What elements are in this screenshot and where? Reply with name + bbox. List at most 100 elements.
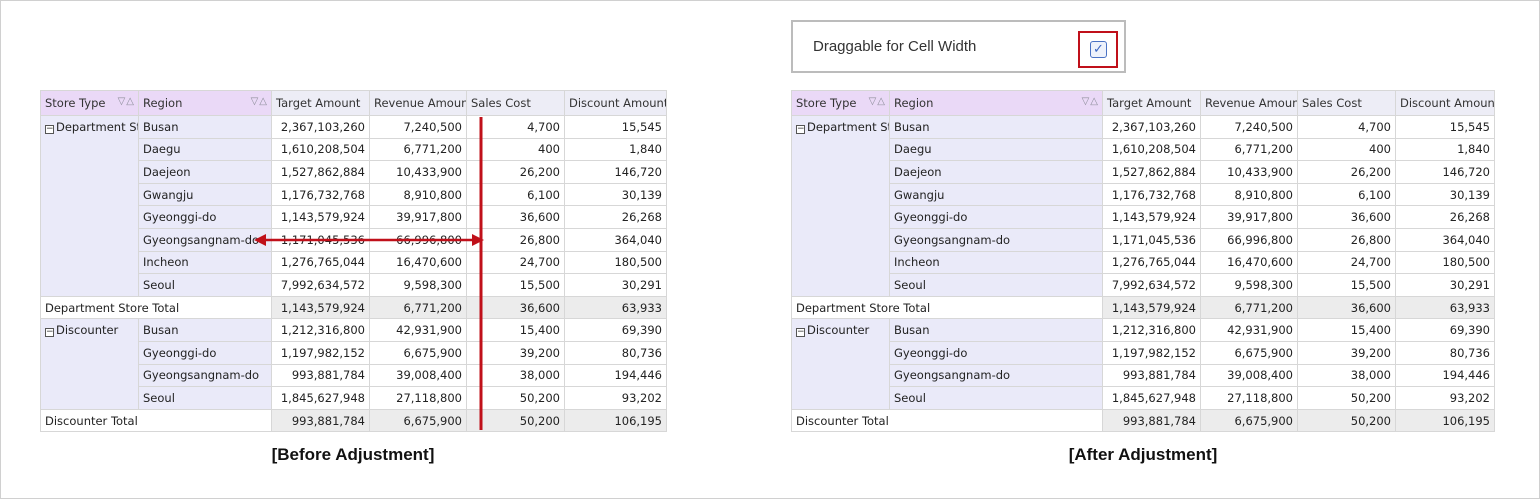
revenue-amount-cell[interactable]: 39,008,400 [1200,363,1298,388]
sales-cost-cell[interactable]: 26,200 [1297,160,1396,184]
sales-cost-cell[interactable]: 15,400 [1297,318,1396,342]
header-store-type[interactable]: Store Type ▽△ [791,90,890,116]
discount-amount-cell[interactable]: 30,291 [1395,273,1495,297]
region-cell[interactable]: Gyeonggi-do [889,205,1103,229]
header-discount-amount[interactable]: Discount Amount [564,90,667,116]
collapse-icon[interactable]: − [45,124,54,134]
revenue-amount-cell[interactable]: 6,771,200 [369,137,467,162]
region-cell[interactable]: Gwangju [138,182,272,207]
sales-cost-cell[interactable]: 4,700 [1297,115,1396,139]
sales-cost-cell[interactable]: 38,000 [1297,363,1396,388]
discount-amount-cell[interactable]: 364,040 [564,227,667,252]
region-cell[interactable]: Seoul [138,386,272,410]
target-amount-cell[interactable]: 1,176,732,768 [1102,182,1201,207]
target-amount-cell[interactable]: 1,176,732,768 [271,182,370,207]
draggable-checkbox[interactable]: ✓ [1090,41,1107,58]
revenue-amount-cell[interactable]: 16,470,600 [369,250,467,275]
discount-amount-cell[interactable]: 15,545 [1395,115,1495,139]
discount-amount-cell[interactable]: 93,202 [564,386,667,410]
target-amount-cell[interactable]: 1,845,627,948 [271,386,370,410]
store-type-cell[interactable]: − Department St [791,115,890,297]
revenue-amount-cell[interactable]: 39,008,400 [369,363,467,388]
discount-amount-cell[interactable]: 80,736 [564,340,667,365]
target-amount-cell[interactable]: 1,527,862,884 [271,160,370,184]
sort-ascending-icon[interactable]: △ [126,96,134,107]
sales-cost-cell[interactable]: 26,800 [466,227,565,252]
discount-amount-cell[interactable]: 15,545 [564,115,667,139]
revenue-amount-cell[interactable]: 27,118,800 [369,386,467,410]
sales-cost-cell[interactable]: 6,100 [466,182,565,207]
revenue-amount-cell[interactable]: 7,240,500 [369,115,467,139]
region-cell[interactable]: Daegu [138,137,272,162]
revenue-amount-cell[interactable]: 16,470,600 [1200,250,1298,275]
sales-cost-cell[interactable]: 36,600 [1297,205,1396,229]
revenue-amount-cell[interactable]: 8,910,800 [369,182,467,207]
sales-cost-cell[interactable]: 38,000 [466,363,565,388]
header-target-amount[interactable]: Target Amount [271,90,370,116]
discount-amount-cell[interactable]: 194,446 [1395,363,1495,388]
revenue-amount-cell[interactable]: 9,598,300 [1200,273,1298,297]
target-amount-cell[interactable]: 1,197,982,152 [271,340,370,365]
region-cell[interactable]: Daejeon [889,160,1103,184]
revenue-amount-cell[interactable]: 42,931,900 [369,318,467,342]
store-type-cell[interactable]: − Discounter [40,318,139,410]
target-amount-cell[interactable]: 1,610,208,504 [271,137,370,162]
discount-amount-cell[interactable]: 80,736 [1395,340,1495,365]
region-cell[interactable]: Gyeonggi-do [138,340,272,365]
target-amount-cell[interactable]: 1,171,045,536 [1102,227,1201,252]
filter-icon[interactable]: ▽ [117,96,126,107]
discount-amount-cell[interactable]: 69,390 [564,318,667,342]
target-amount-cell[interactable]: 1,143,579,924 [271,205,370,229]
sales-cost-cell[interactable]: 26,800 [1297,227,1396,252]
revenue-amount-cell[interactable]: 6,675,900 [1200,340,1298,365]
revenue-amount-cell[interactable]: 10,433,900 [369,160,467,184]
sales-cost-cell[interactable]: 15,500 [1297,273,1396,297]
region-cell[interactable]: Daejeon [138,160,272,184]
region-cell[interactable]: Gyeongsangnam-do [889,227,1103,252]
region-cell[interactable]: Busan [138,115,272,139]
revenue-amount-cell[interactable]: 42,931,900 [1200,318,1298,342]
sales-cost-cell[interactable]: 39,200 [1297,340,1396,365]
revenue-amount-cell[interactable]: 66,996,800 [369,227,467,252]
region-cell[interactable]: Busan [889,318,1103,342]
revenue-amount-cell[interactable]: 27,118,800 [1200,386,1298,410]
discount-amount-cell[interactable]: 1,840 [564,137,667,162]
discount-amount-cell[interactable]: 180,500 [564,250,667,275]
target-amount-cell[interactable]: 1,212,316,800 [271,318,370,342]
target-amount-cell[interactable]: 2,367,103,260 [1102,115,1201,139]
region-cell[interactable]: Gwangju [889,182,1103,207]
region-cell[interactable]: Gyeonggi-do [138,205,272,229]
sales-cost-cell[interactable]: 39,200 [466,340,565,365]
region-cell[interactable]: Gyeongsangnam-do [889,363,1103,388]
header-store-type[interactable]: Store Type ▽△ [40,90,139,116]
sales-cost-cell[interactable]: 50,200 [1297,386,1396,410]
target-amount-cell[interactable]: 1,212,316,800 [1102,318,1201,342]
region-cell[interactable]: Incheon [138,250,272,275]
store-type-cell[interactable]: − Discounter [791,318,890,410]
filter-icon[interactable]: ▽ [1081,96,1090,107]
target-amount-cell[interactable]: 993,881,784 [271,363,370,388]
header-revenue-amount[interactable]: Revenue Amount [369,90,467,116]
header-sales-cost[interactable]: Sales Cost [1297,90,1396,116]
sales-cost-cell[interactable]: 15,400 [466,318,565,342]
discount-amount-cell[interactable]: 146,720 [564,160,667,184]
target-amount-cell[interactable]: 1,276,765,044 [1102,250,1201,275]
target-amount-cell[interactable]: 993,881,784 [1102,363,1201,388]
sales-cost-cell[interactable]: 6,100 [1297,182,1396,207]
discount-amount-cell[interactable]: 146,720 [1395,160,1495,184]
header-region[interactable]: Region ▽△ [138,90,272,116]
sales-cost-cell[interactable]: 15,500 [466,273,565,297]
discount-amount-cell[interactable]: 30,291 [564,273,667,297]
filter-icon[interactable]: ▽ [250,96,259,107]
region-cell[interactable]: Gyeongsangnam-do [138,363,272,388]
header-discount-amount[interactable]: Discount Amount [1395,90,1495,116]
discount-amount-cell[interactable]: 93,202 [1395,386,1495,410]
target-amount-cell[interactable]: 1,527,862,884 [1102,160,1201,184]
target-amount-cell[interactable]: 1,276,765,044 [271,250,370,275]
target-amount-cell[interactable]: 1,197,982,152 [1102,340,1201,365]
discount-amount-cell[interactable]: 364,040 [1395,227,1495,252]
sales-cost-cell[interactable]: 24,700 [466,250,565,275]
target-amount-cell[interactable]: 1,845,627,948 [1102,386,1201,410]
header-region[interactable]: Region ▽△ [889,90,1103,116]
sales-cost-cell[interactable]: 50,200 [466,386,565,410]
